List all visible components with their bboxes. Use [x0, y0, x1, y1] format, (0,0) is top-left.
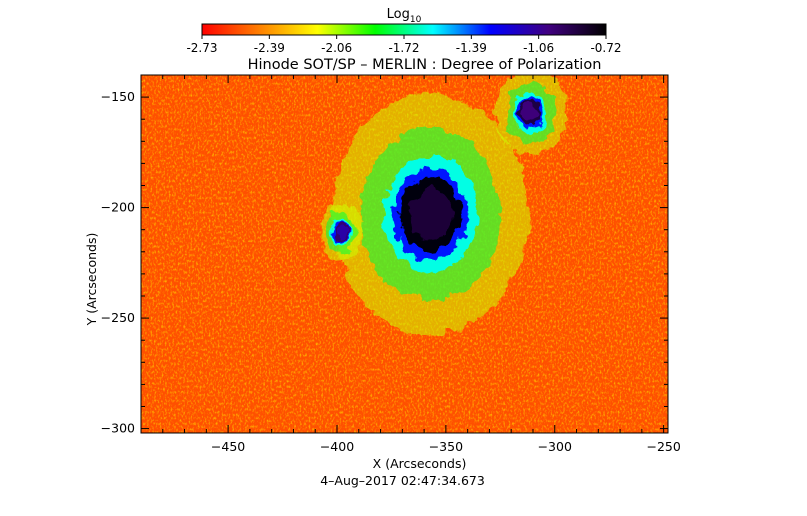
pore-feature — [495, 75, 566, 155]
y-tick-label: −300 — [101, 421, 135, 436]
x-tick-label: −300 — [538, 439, 572, 454]
colorbar-label-base: Log — [387, 7, 410, 22]
pore-level — [523, 103, 539, 122]
x-tick-label: −350 — [429, 439, 463, 454]
x-tick-label: −450 — [211, 439, 245, 454]
x-tick-label: −400 — [320, 439, 354, 454]
colorbar-tick-label: -2.39 — [254, 41, 285, 55]
colorbar-ticks: -2.73 -2.39 -2.06 -1.72 -1.39 -1.06 -0.72 — [186, 35, 622, 55]
y-tick-label: −200 — [101, 200, 135, 215]
colorbar-label: Log10 — [387, 7, 422, 25]
colorbar: Log10 -2.73 -2.39 -2.06 -1.72 -1.39 -1.06 -0.7… — [186, 7, 621, 55]
heatmap-features — [320, 75, 566, 335]
colorbar-tick-label: -1.72 — [388, 41, 419, 55]
colorbar-gradient — [201, 23, 607, 36]
sunspot-feature — [333, 94, 529, 335]
pore-feature — [320, 203, 363, 261]
plot-frame — [140, 74, 669, 434]
y-tick-label: −150 — [101, 89, 135, 104]
y-axis: −150 −200 −250 −300 — [101, 74, 668, 436]
y-tick-label: −250 — [101, 310, 135, 325]
colorbar-tick-label: -1.39 — [456, 41, 487, 55]
colorbar-tick-label: -1.06 — [523, 41, 554, 55]
x-axis-label: X (Arcseconds) — [373, 456, 467, 471]
plot-area — [141, 75, 668, 433]
colorbar-tick-label: -2.73 — [186, 41, 217, 55]
y-axis-label: Y (Arcseconds) — [84, 233, 99, 327]
pore-level — [336, 225, 346, 239]
sunspot-level — [409, 187, 452, 241]
colorbar-tick-label: -2.06 — [321, 41, 352, 55]
x-axis: −450 −400 −350 −300 −250 — [140, 75, 681, 454]
timestamp: 4–Aug–2017 02:47:34.673 — [320, 473, 485, 488]
colorbar-label-sub: 10 — [410, 15, 422, 25]
chart-title: Hinode SOT/SP – MERLIN : Degree of Polar… — [248, 57, 602, 73]
x-tick-label: −250 — [646, 439, 680, 454]
colorbar-tick-label: -0.72 — [590, 41, 621, 55]
